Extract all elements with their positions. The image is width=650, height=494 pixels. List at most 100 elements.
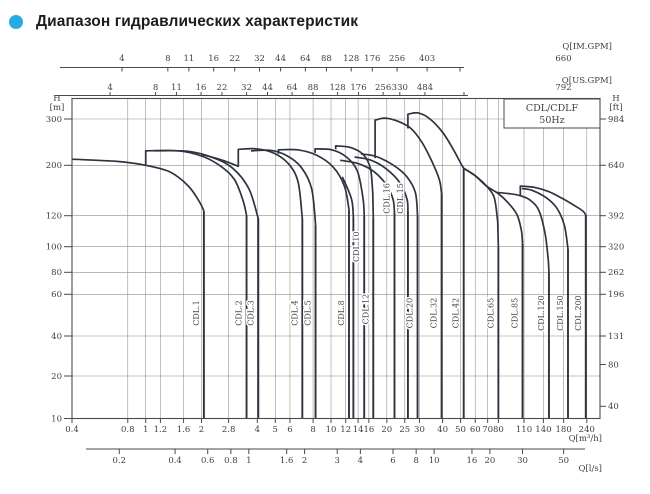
ls-tick-label: 0.8 — [224, 456, 238, 466]
us-gpm-tick-label: 8 — [153, 83, 158, 93]
us-gpm-tick-label: 330 — [392, 83, 408, 93]
im-gpm-tick-label: 88 — [321, 54, 332, 64]
im-gpm-tick-label: 11 — [183, 54, 194, 64]
ls-tick-label: 0.2 — [113, 456, 127, 466]
ls-tick-label: 20 — [484, 456, 495, 466]
bottom-tick-label: 1 — [143, 425, 148, 435]
section-heading: Диапазон гидравлических характеристик — [0, 8, 650, 36]
right-tick-label: 984 — [608, 115, 624, 125]
ls-tick-label: 3 — [335, 456, 340, 466]
ls-tick-label: 16 — [467, 456, 478, 466]
us-gpm-tick-label: 44 — [262, 83, 273, 93]
bottom-tick-label: 10 — [326, 425, 337, 435]
ls-tick-label: 10 — [429, 456, 440, 466]
right-axis-name: H — [612, 94, 619, 104]
us-gpm-tick-label: 4 — [107, 83, 112, 93]
ls-tick-label: 6 — [390, 456, 395, 466]
im-gpm-end-label: 660 — [555, 54, 571, 64]
bottom-tick-label: 70 — [482, 425, 493, 435]
right-tick-label: 40 — [608, 402, 619, 412]
left-tick-label: 40 — [51, 332, 62, 342]
im-gpm-tick-label: 32 — [254, 54, 265, 64]
us-gpm-tick-label: 11 — [171, 83, 182, 93]
bottom-tick-label: 20 — [381, 425, 392, 435]
model-label-CDL42: CDL.42 — [452, 298, 461, 329]
us-gpm-end-label: 792 — [555, 83, 571, 93]
bottom-tick-label: 4 — [255, 425, 260, 435]
ls-tick-label: 1 — [246, 456, 251, 466]
bottom-tick-label: 240 — [579, 425, 595, 435]
ls-tick-label: 0.6 — [201, 456, 215, 466]
model-label-CDL85: CDL.85 — [511, 298, 520, 329]
model-label-CDL15: CDL.15 — [396, 183, 405, 214]
left-tick-label: 300 — [46, 115, 62, 125]
ls-tick-label: 30 — [517, 456, 528, 466]
model-label-CDL10: CDL.10 — [352, 231, 361, 262]
bottom-tick-label: 140 — [535, 425, 551, 435]
bottom-tick-label: 50 — [455, 425, 466, 435]
us-gpm-tick-label: 88 — [308, 83, 319, 93]
left-axis-name: H — [53, 94, 60, 104]
envelope-CDL2 — [144, 149, 248, 216]
bullet-icon — [9, 15, 23, 29]
model-label-CDL8: CDL.8 — [337, 300, 346, 325]
bottom-tick-label: 12 — [340, 425, 351, 435]
right-axis-unit: [ft] — [609, 103, 622, 113]
envelope-CDL150 — [521, 187, 569, 250]
im-gpm-tick-label: 256 — [389, 54, 405, 64]
model-label-CDL65: CDL.65 — [486, 298, 495, 329]
left-tick-label: 20 — [51, 372, 62, 382]
bottom-tick-label: 1.2 — [154, 425, 168, 435]
us-gpm-tick-label: 32 — [241, 83, 252, 93]
model-label-CDL5: CDL.5 — [304, 300, 313, 325]
envelope-CDL12 — [334, 145, 375, 219]
us-gpm-tick-label: 128 — [329, 83, 345, 93]
envelope-CDL5 — [250, 149, 317, 225]
plot-frame — [71, 97, 601, 420]
ls-tick-label: 2 — [302, 456, 307, 466]
right-tick-label: 320 — [608, 243, 624, 253]
im-gpm-tick-label: 403 — [419, 54, 435, 64]
envelope-CDL85 — [463, 167, 524, 244]
model-label-CDL150: CDL.150 — [556, 295, 565, 331]
model-label-CDL16: CDL.16 — [382, 183, 391, 214]
bottom-tick-label: 40 — [437, 425, 448, 435]
bottom-tick-label: 110 — [516, 425, 532, 435]
envelope-extra — [341, 176, 355, 219]
left-tick-label: 100 — [46, 243, 62, 253]
us-gpm-tick-label: 176 — [350, 83, 366, 93]
us-gpm-axis-title: Q[US.GPM] — [562, 76, 612, 86]
left-tick-label: 10 — [51, 414, 62, 424]
im-gpm-tick-label: 16 — [208, 54, 219, 64]
bottom-tick-label: 2 — [199, 425, 204, 435]
bottom-tick-label: 14 — [353, 425, 364, 435]
envelope-CDL16 — [340, 159, 396, 213]
model-label-CDL200: CDL.200 — [574, 295, 583, 331]
bottom-tick-label: 0.8 — [121, 425, 135, 435]
im-gpm-axis-title: Q[IM.GPM] — [562, 42, 612, 52]
model-label-CDL1: CDL.1 — [192, 300, 201, 325]
model-label-CDL32: CDL.32 — [430, 298, 439, 329]
bottom-tick-label: 1.6 — [177, 425, 191, 435]
left-tick-label: 80 — [51, 268, 62, 278]
left-tick-label: 60 — [51, 290, 62, 300]
envelope-CDL8 — [277, 148, 350, 210]
left-axis-unit: [m] — [50, 103, 65, 113]
us-gpm-tick-label: 16 — [196, 83, 207, 93]
model-label-CDL120: CDL.120 — [537, 295, 546, 331]
model-label-CDL4: CDL.4 — [290, 300, 299, 325]
legend-series-name: CDL/CDLF — [526, 103, 579, 114]
model-label-CDL2: CDL.2 — [235, 300, 244, 325]
us-gpm-tick-label: 484 — [417, 83, 433, 93]
us-gpm-tick-label: 22 — [217, 83, 228, 93]
bottom-tick-label: 25 — [399, 425, 410, 435]
im-gpm-tick-label: 4 — [119, 54, 124, 64]
left-tick-label: 120 — [46, 212, 62, 222]
envelope-CDL32 — [374, 117, 443, 194]
envelope-CDL1 — [71, 158, 205, 212]
us-gpm-tick-label: 256 — [375, 83, 391, 93]
bottom-tick-label: 5 — [273, 425, 278, 435]
